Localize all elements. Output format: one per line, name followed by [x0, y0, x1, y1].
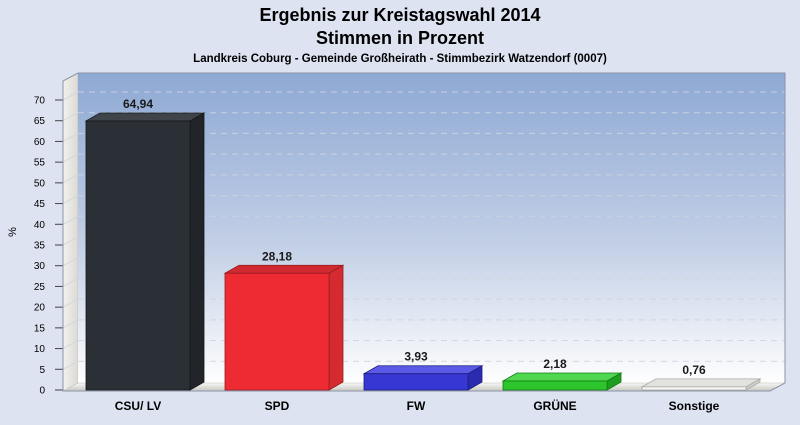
- bar-value-label: 2,18: [543, 357, 567, 371]
- bar-side-face: [189, 112, 205, 391]
- bar-value-label: 28,18: [262, 249, 292, 263]
- bar-top-face: [84, 112, 206, 122]
- plot-frame-border: [62, 72, 786, 392]
- gridline-wall-segment: [62, 132, 79, 142]
- bar-category-label: Sonstige: [669, 399, 720, 413]
- y-tick-label: 10: [34, 344, 46, 355]
- bar-front-face: [641, 386, 747, 391]
- bar-value-label: 0,76: [682, 363, 706, 377]
- gridline-wall-segment: [62, 236, 79, 246]
- gridline-wall-segment: [62, 153, 79, 163]
- gridline-wall-segment: [62, 195, 79, 205]
- gridline-wall-segment: [62, 215, 79, 225]
- y-tick-label: 60: [34, 137, 46, 148]
- bar-category-label: GRÜNE: [533, 398, 576, 413]
- chart-subtitle: Landkreis Coburg - Gemeinde Großheirath …: [193, 53, 607, 65]
- plot-left-wall: [62, 72, 79, 392]
- bar-csu-lv: [84, 112, 206, 391]
- y-tick-label: 25: [34, 282, 46, 293]
- y-tick-label: 65: [34, 116, 46, 127]
- bar-top-face: [501, 372, 623, 382]
- y-tick-label: 5: [39, 365, 45, 376]
- y-axis-unit-label: %: [7, 227, 19, 237]
- y-tick-label: 50: [34, 178, 46, 189]
- bar-value-label: 3,93: [404, 350, 428, 364]
- bar-category-label: SPD: [265, 399, 290, 413]
- bar-sonstige: [640, 378, 762, 391]
- bar-side-face: [328, 264, 344, 391]
- chart-title-line1: Ergebnis zur Kreistagswahl 2014: [259, 5, 541, 25]
- y-tick-label: 35: [34, 241, 46, 252]
- y-tick-label: 30: [34, 261, 46, 272]
- bar-top-face: [640, 378, 762, 388]
- bar-fw: [362, 365, 484, 391]
- gridline-wall-segment: [62, 360, 79, 370]
- y-tick-label: 55: [34, 158, 46, 169]
- gridline-wall-segment: [62, 277, 79, 287]
- y-tick-label: 45: [34, 199, 46, 210]
- bar-category-label: CSU/ LV: [115, 399, 161, 413]
- bar-top-face: [362, 365, 484, 375]
- bar-top-face: [223, 264, 345, 274]
- y-tick-label: 40: [34, 220, 46, 231]
- chart-header: Ergebnis zur Kreistagswahl 2014 Stimmen …: [0, 0, 800, 65]
- bar-category-label: FW: [407, 399, 426, 413]
- bar-value-label: 64,94: [123, 97, 153, 111]
- gridline-wall-segment: [62, 340, 79, 350]
- chart-title-line2: Stimmen in Prozent: [315, 28, 485, 48]
- bar-front-face: [85, 120, 191, 391]
- y-tick-label: 70: [34, 96, 46, 107]
- bar-front-face: [502, 380, 608, 391]
- y-tick-label: 0: [39, 386, 45, 397]
- bar-gruene: [501, 372, 623, 391]
- bar-front-face: [224, 272, 330, 391]
- gridline-wall-segment: [62, 319, 79, 329]
- bar-spd: [223, 264, 345, 391]
- gridline-wall-segment: [62, 298, 79, 308]
- bar-front-face: [363, 373, 469, 391]
- gridline-wall-segment: [62, 174, 79, 184]
- gridline-wall-segment: [62, 112, 79, 122]
- gridline-wall-segment: [62, 91, 79, 101]
- y-tick-label: 20: [34, 303, 46, 314]
- gridline-wall-segment: [62, 257, 79, 267]
- y-tick-label: 15: [34, 323, 46, 334]
